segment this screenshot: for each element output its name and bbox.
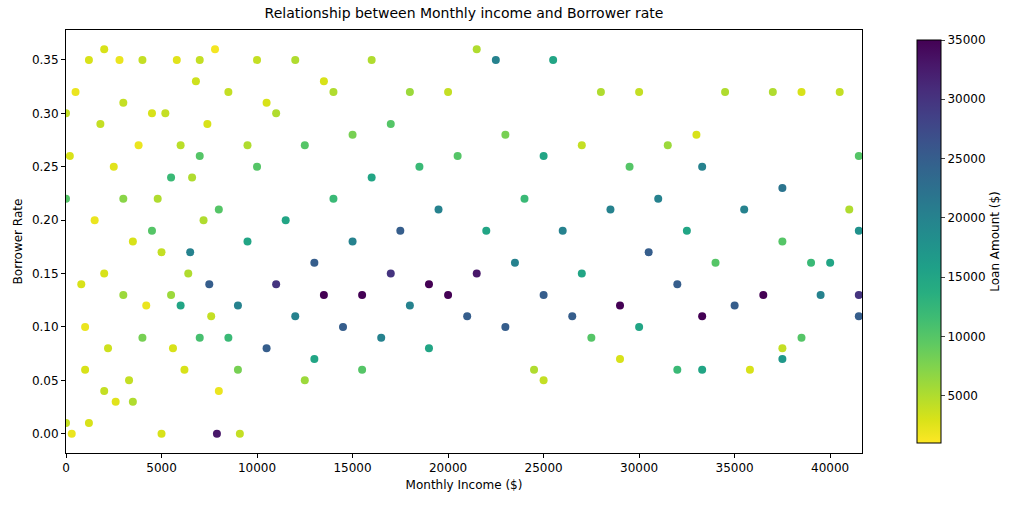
svg-text:0.00: 0.00 [32, 427, 59, 441]
svg-text:15000: 15000 [947, 270, 985, 284]
svg-text:Relationship between Monthly i: Relationship between Monthly income and … [265, 5, 664, 21]
svg-text:35000: 35000 [716, 461, 754, 475]
svg-text:0.25: 0.25 [32, 160, 59, 174]
svg-text:Loan Amount ($): Loan Amount ($) [988, 191, 1002, 292]
svg-text:Borrower Rate: Borrower Rate [11, 199, 25, 285]
svg-text:5000: 5000 [947, 389, 978, 403]
svg-text:0.05: 0.05 [32, 374, 59, 388]
svg-text:35000: 35000 [947, 33, 985, 47]
svg-text:10000: 10000 [947, 330, 985, 344]
svg-text:0.10: 0.10 [32, 320, 59, 334]
svg-text:0.20: 0.20 [32, 213, 59, 227]
svg-text:5000: 5000 [146, 461, 177, 475]
svg-text:0: 0 [62, 461, 70, 475]
svg-text:20000: 20000 [947, 211, 985, 225]
svg-text:25000: 25000 [525, 461, 563, 475]
svg-text:30000: 30000 [620, 461, 658, 475]
svg-text:30000: 30000 [947, 92, 985, 106]
svg-text:25000: 25000 [947, 152, 985, 166]
svg-text:40000: 40000 [811, 461, 849, 475]
svg-text:0.30: 0.30 [32, 107, 59, 121]
svg-text:20000: 20000 [429, 461, 467, 475]
svg-text:Monthly Income ($): Monthly Income ($) [406, 478, 523, 492]
svg-text:0.15: 0.15 [32, 267, 59, 281]
svg-text:10000: 10000 [238, 461, 276, 475]
svg-text:0.35: 0.35 [32, 53, 59, 67]
svg-text:15000: 15000 [333, 461, 371, 475]
